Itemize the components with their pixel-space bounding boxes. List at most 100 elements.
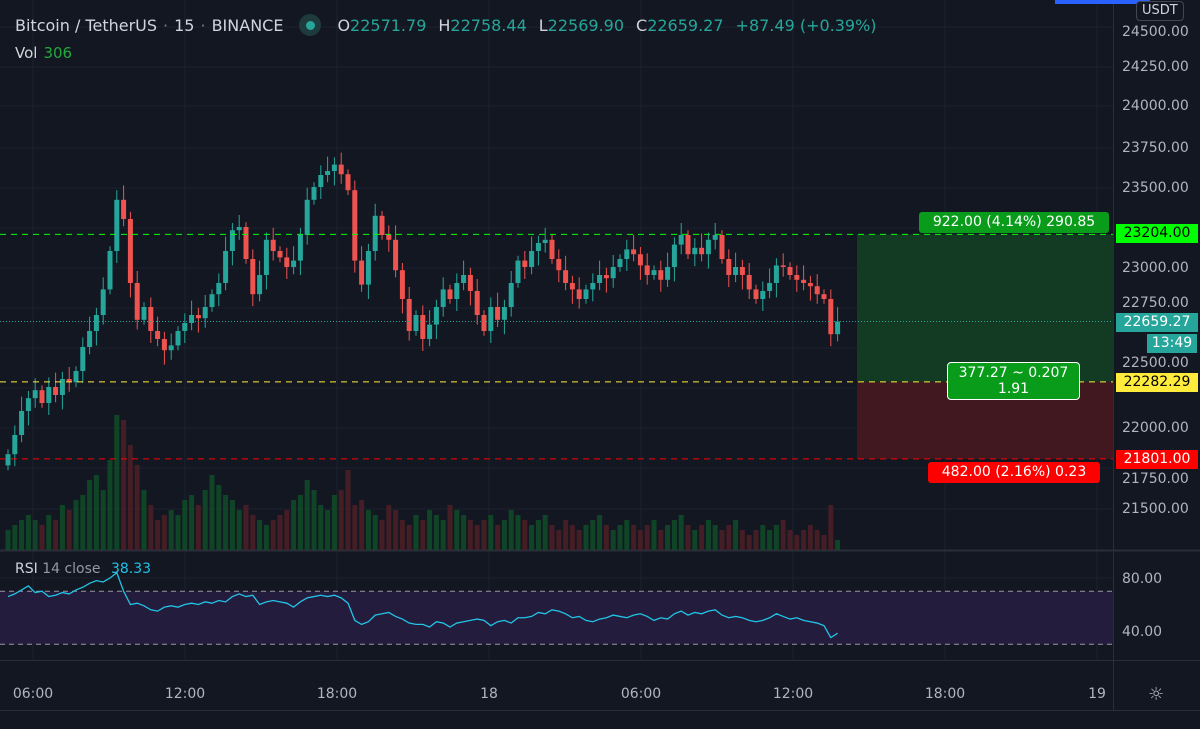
volume-bar — [454, 510, 460, 550]
time-axis-label: 19 — [1088, 686, 1106, 702]
volume-bar — [325, 510, 331, 550]
candle-body — [440, 289, 446, 307]
profit-label[interactable]: 922.00 (4.14%) 290.85 — [919, 212, 1109, 233]
candle-body — [529, 251, 535, 267]
interval: 15 — [174, 15, 195, 35]
symbol-name[interactable]: Bitcoin / TetherUS — [15, 15, 158, 35]
candle-body — [168, 345, 174, 351]
candle-body — [603, 275, 609, 279]
candle-body — [549, 239, 555, 259]
candle-body — [53, 387, 59, 395]
candle-body — [712, 235, 718, 240]
volume-bar — [168, 510, 174, 550]
candle-body — [87, 331, 93, 347]
candle-body — [563, 270, 569, 283]
volume-bar — [195, 505, 201, 550]
candle-body — [719, 235, 725, 259]
price-axis-label: 24000.00 — [1122, 98, 1189, 114]
volume-bar — [556, 530, 562, 550]
candle-body — [291, 260, 297, 267]
volume-bar — [529, 525, 535, 550]
volume-bar — [563, 520, 569, 550]
volume-bar — [39, 525, 45, 550]
candle-body — [318, 175, 324, 187]
volume-bar — [250, 515, 256, 550]
volume-bar — [379, 520, 385, 550]
candle-body — [420, 315, 426, 339]
candle-body — [739, 267, 745, 275]
candle-body — [590, 283, 596, 290]
volume-bar — [753, 530, 759, 550]
candle-body — [107, 251, 113, 290]
volume-bar — [59, 505, 65, 550]
candle-body — [155, 331, 161, 339]
candle-body — [814, 286, 820, 295]
time-axis-label: 12:00 — [772, 686, 814, 702]
volume-bar — [522, 520, 528, 550]
volume-bar — [87, 480, 93, 550]
volume-bar — [671, 520, 677, 550]
volume-bar — [331, 495, 337, 550]
change-value: +87.49 (+0.39%) — [735, 15, 877, 35]
price-axis-label: 23750.00 — [1122, 140, 1189, 156]
volume-bar — [535, 520, 541, 550]
volume-bar — [726, 525, 732, 550]
volume-bar — [760, 525, 766, 550]
volume-bar — [141, 490, 147, 550]
volume-bar — [311, 490, 317, 550]
currency-button[interactable]: USDT — [1136, 1, 1184, 21]
candle-body — [352, 190, 358, 261]
settings-gear-icon[interactable]: ☼ — [1148, 684, 1165, 705]
volume-bar — [828, 505, 834, 550]
volume-bar — [610, 530, 616, 550]
target-price-tag: 23204.00 — [1116, 224, 1198, 243]
candle-body — [753, 289, 759, 299]
volume-bar — [658, 530, 664, 550]
time-axis-label: 18:00 — [924, 686, 966, 702]
volume-bar — [835, 540, 841, 550]
top-active-indicator — [1055, 0, 1150, 4]
candle-body — [515, 260, 521, 283]
volume-bar — [121, 420, 127, 550]
candle-body — [338, 164, 344, 175]
price-axis-label: 24250.00 — [1122, 59, 1189, 75]
price-axis-label: 22000.00 — [1122, 420, 1189, 436]
price-axis-label: 21750.00 — [1122, 471, 1189, 487]
volume-bar — [637, 530, 643, 550]
volume-bar — [488, 515, 494, 550]
candle-body — [141, 307, 147, 320]
candle-body — [658, 270, 664, 280]
volume-bar — [372, 515, 378, 550]
candle-body — [631, 249, 637, 255]
candle-body — [447, 289, 453, 299]
candle-body — [345, 174, 351, 191]
rsi-legend: RSI 14 close 38.33 — [15, 561, 152, 577]
position-summary[interactable]: 377.27 ~ 0.207 1.91 — [947, 362, 1080, 400]
candle-body — [644, 265, 650, 275]
candle-body — [263, 239, 269, 275]
volume-bar — [393, 510, 399, 550]
candle-body — [535, 243, 541, 251]
volume-bar — [161, 515, 167, 550]
candle-body — [705, 239, 711, 255]
candle-body — [121, 199, 127, 219]
stop-price-tag: 21801.00 — [1116, 450, 1198, 469]
candle-body — [5, 454, 11, 466]
candle-body — [685, 235, 691, 255]
bar-countdown: 13:49 — [1147, 334, 1197, 353]
volume-bar — [25, 515, 31, 550]
candle-body — [733, 267, 739, 275]
candle-body — [134, 283, 140, 320]
time-axis-label: 18 — [480, 686, 498, 702]
volume-bar — [807, 525, 813, 550]
candle-body — [556, 259, 562, 271]
candle-body — [569, 283, 575, 290]
volume-bar — [277, 515, 283, 550]
loss-label[interactable]: 482.00 (2.16%) 0.23 — [928, 462, 1100, 483]
candle-body — [114, 199, 120, 251]
volume-bar — [406, 525, 412, 550]
candle-body — [678, 235, 684, 245]
volume-bar — [304, 480, 310, 550]
candle-body — [365, 251, 371, 285]
